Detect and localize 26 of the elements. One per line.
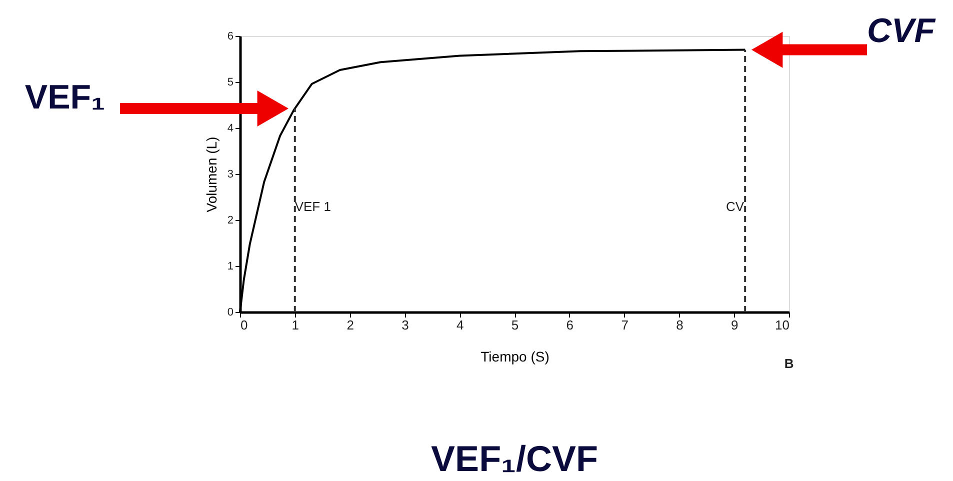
y-axis-title: Volumen (L) (203, 136, 220, 212)
x-tick-label: 7 (621, 318, 628, 332)
y-tick-label: 0 (227, 306, 234, 318)
text: B (784, 356, 794, 371)
y-tick-label: 3 (227, 168, 234, 180)
x-tick-label: 4 (456, 318, 464, 332)
x-tick-label: 9 (730, 318, 738, 332)
x-tick-label: 1 (292, 318, 300, 332)
x-tick-label: 0 (240, 318, 248, 332)
y-tick-label: 5 (227, 76, 234, 88)
x-axis-title: Tiempo (S) (480, 348, 550, 364)
x-tick-label: 6 (566, 318, 574, 332)
y-tick-label: 6 (227, 30, 234, 42)
x-tick-label: 10 (775, 318, 790, 332)
y-tick-label: 1 (227, 260, 234, 272)
y-tick-label: 4 (227, 122, 234, 134)
x-tick-label: 2 (346, 318, 354, 332)
text: VEF₁/CVF (431, 438, 598, 479)
x-tick-label: 5 (511, 318, 519, 332)
ref-line-label: VEF 1 (294, 199, 331, 214)
y-tick-label: 2 (227, 214, 234, 226)
x-tick-label: 8 (676, 318, 684, 332)
text: VEF₁ (24, 78, 106, 116)
x-tick-label: 3 (402, 318, 409, 332)
text: CVF (867, 12, 936, 50)
ref-line-label: CV (726, 199, 744, 214)
